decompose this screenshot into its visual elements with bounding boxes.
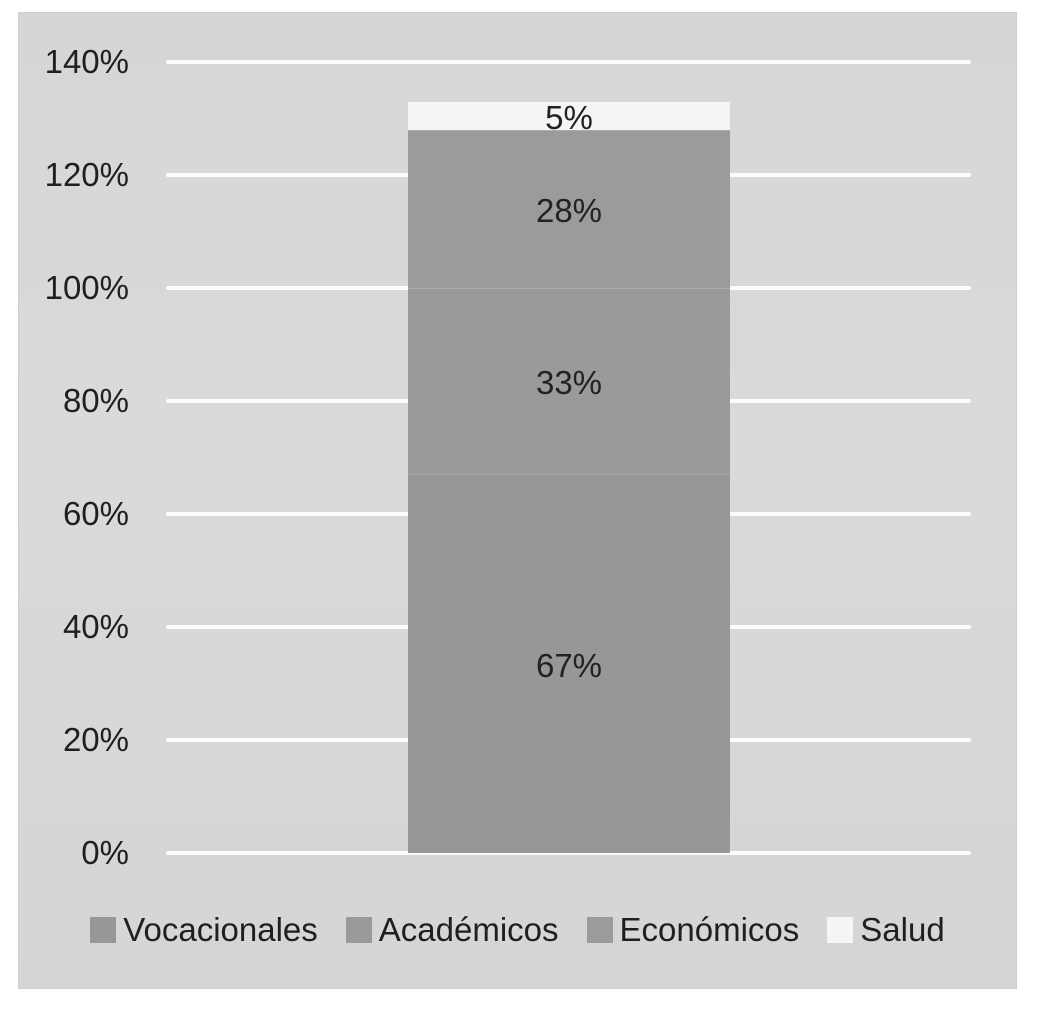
y-axis-label: 0% bbox=[81, 834, 129, 871]
chart-panel: 0% 20% 40% 60% 80% 100% 120% 140% 67% 33% 28% 5% V… bbox=[18, 12, 1017, 989]
y-axis-label: 120% bbox=[44, 156, 129, 193]
data-label: 67% bbox=[535, 646, 603, 684]
y-axis-label: 80% bbox=[62, 382, 129, 419]
data-label: 28% bbox=[535, 191, 603, 229]
bar-segment-economicos bbox=[408, 129, 730, 288]
legend-swatch-icon bbox=[345, 917, 372, 943]
legend-item-academicos: Académicos bbox=[345, 910, 559, 950]
legend: Vocacionales Académicos Económicos Salud bbox=[19, 910, 1016, 950]
legend-label: Académicos bbox=[378, 911, 559, 948]
y-axis-label: 40% bbox=[62, 608, 129, 645]
bar-segment-academicos bbox=[408, 288, 730, 475]
legend-label: Económicos bbox=[619, 911, 800, 948]
bar-segment-salud bbox=[408, 101, 730, 130]
gridline bbox=[166, 60, 971, 64]
legend-label: Vocacionales bbox=[123, 911, 318, 948]
legend-swatch-icon bbox=[586, 917, 613, 943]
y-axis-label: 20% bbox=[62, 721, 129, 758]
gridline bbox=[166, 851, 971, 855]
legend-item-salud: Salud bbox=[827, 910, 945, 950]
y-axis-label: 140% bbox=[44, 43, 129, 80]
y-axis-label: 60% bbox=[62, 495, 129, 532]
y-axis-label: 100% bbox=[44, 269, 129, 306]
legend-swatch-icon bbox=[827, 917, 854, 943]
legend-swatch-icon bbox=[90, 917, 117, 943]
legend-label: Salud bbox=[860, 911, 945, 948]
data-label: 33% bbox=[535, 364, 603, 402]
data-label: 5% bbox=[545, 98, 593, 136]
legend-item-economicos: Económicos bbox=[586, 910, 800, 950]
bar-segment-vocacionales bbox=[408, 474, 730, 853]
legend-item-vocacionales: Vocacionales bbox=[90, 910, 318, 950]
